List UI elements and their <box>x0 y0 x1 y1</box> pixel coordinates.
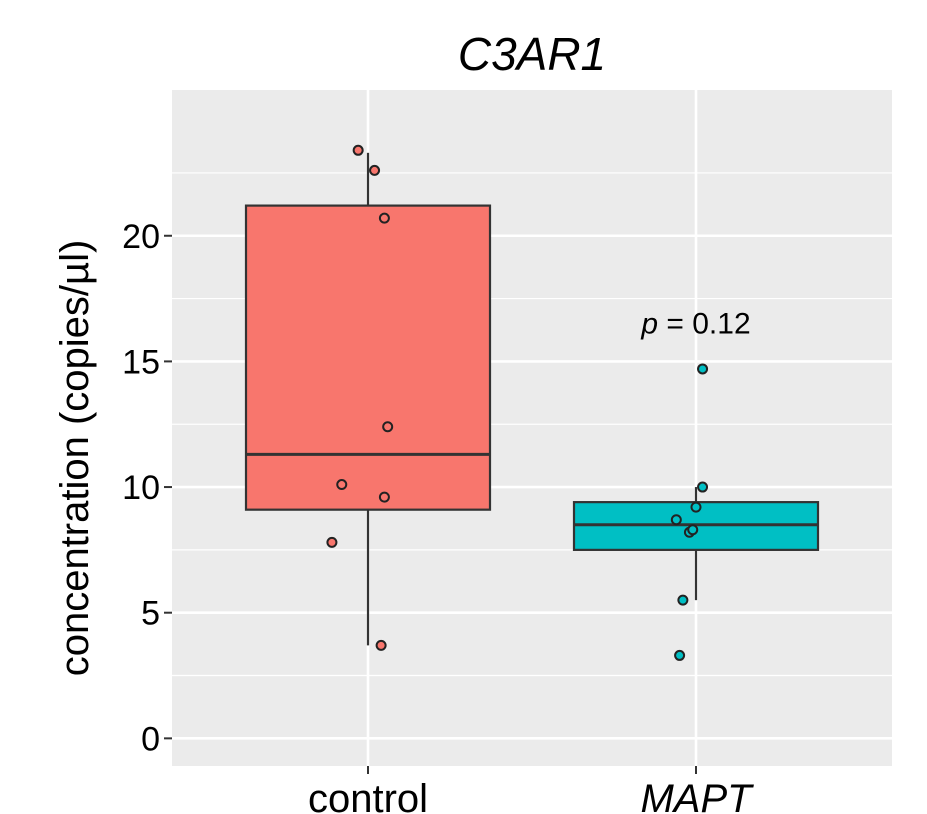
data-point <box>690 501 702 513</box>
data-point <box>375 639 387 651</box>
data-point <box>697 363 709 375</box>
data-point <box>378 212 390 224</box>
data-point <box>382 421 394 433</box>
data-point <box>378 491 390 503</box>
data-point <box>326 536 338 548</box>
box-control <box>244 204 492 511</box>
data-point <box>336 479 348 491</box>
y-tick-label: 15 <box>122 343 160 381</box>
points <box>326 144 709 661</box>
data-point <box>352 144 364 156</box>
data-point <box>687 524 699 536</box>
chart-title: C3AR1 <box>458 28 606 80</box>
x-tick-label: MAPT <box>640 777 754 814</box>
p-value-annotation: p = 0.12 <box>640 308 750 341</box>
annotations: p = 0.12 <box>640 308 750 341</box>
y-tick-label: 20 <box>122 218 160 256</box>
y-tick-label: 5 <box>141 595 160 633</box>
y-ticks: 0 5 10 15 20 <box>122 218 172 758</box>
boxes <box>244 152 820 646</box>
x-tick-label: control <box>308 777 428 814</box>
data-point <box>697 481 709 493</box>
data-point <box>369 164 381 176</box>
data-point <box>670 514 682 526</box>
x-ticks: control MAPT <box>308 766 754 814</box>
data-point <box>677 594 689 606</box>
data-point <box>674 649 686 661</box>
y-tick-label: 10 <box>122 469 160 507</box>
y-tick-label: 0 <box>141 720 160 758</box>
y-axis-title: concentration (copies/µl) <box>53 240 97 677</box>
